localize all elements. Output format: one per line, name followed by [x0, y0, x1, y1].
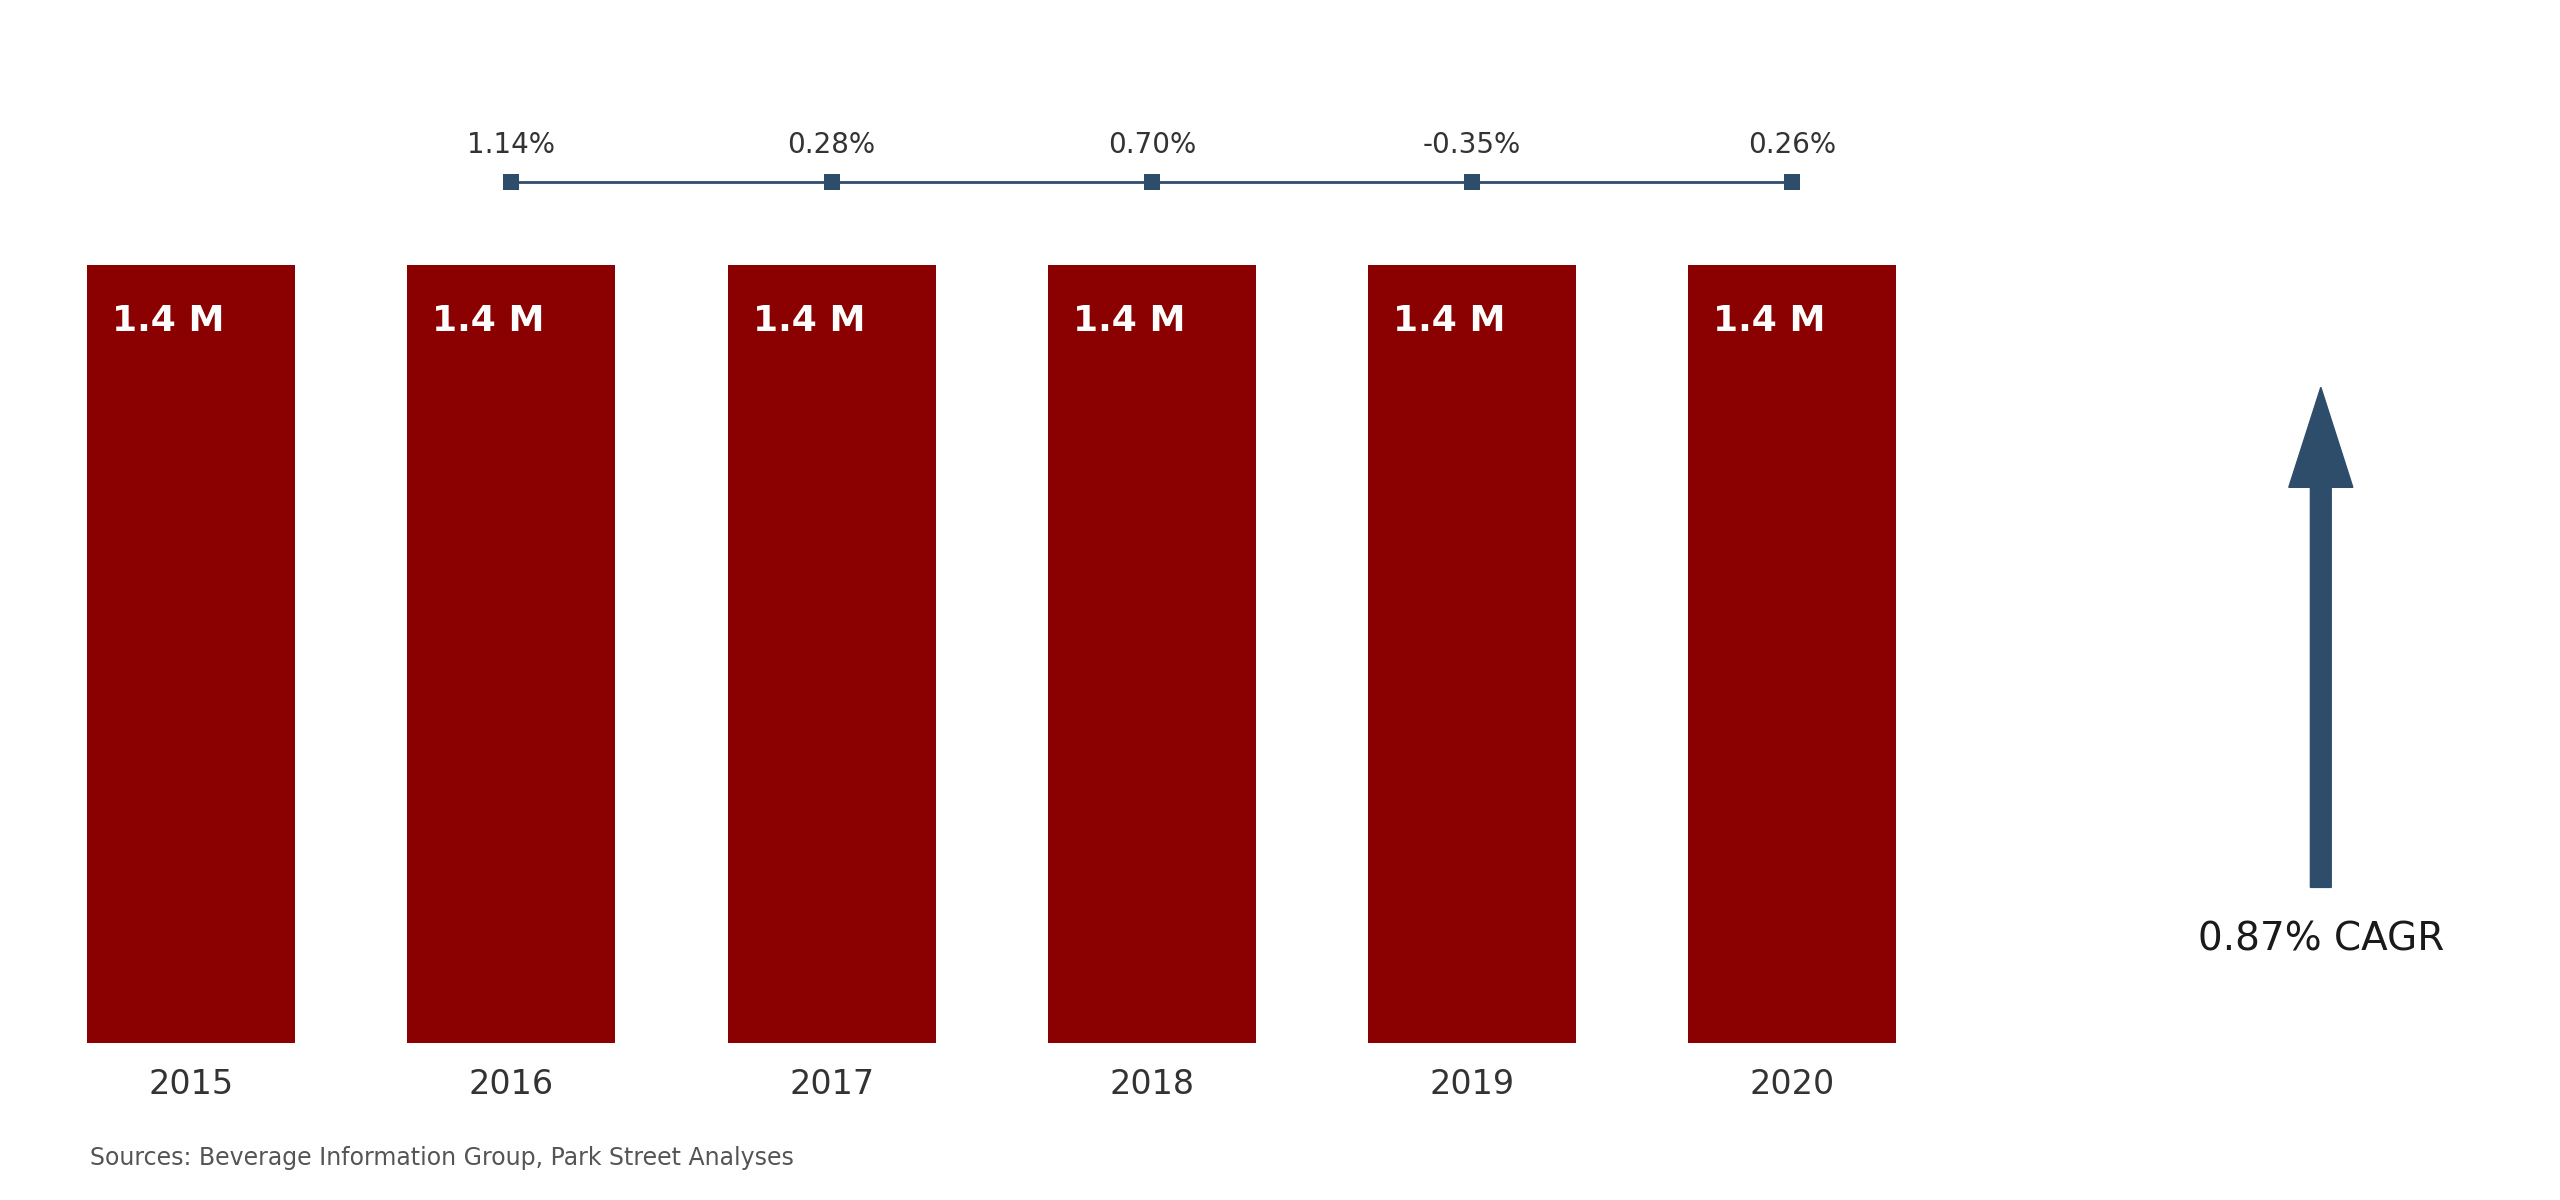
Text: 1.4 M: 1.4 M — [1713, 304, 1825, 338]
Bar — [727, 265, 937, 1043]
Text: 0.70%: 0.70% — [1108, 132, 1196, 160]
Text: 1.4 M: 1.4 M — [113, 304, 225, 338]
Text: 1.4 M: 1.4 M — [753, 304, 865, 338]
Text: 0.87% CAGR: 0.87% CAGR — [2196, 920, 2445, 959]
Bar — [87, 265, 294, 1043]
Text: 1.4 M: 1.4 M — [1393, 304, 1505, 338]
Text: 1.4 M: 1.4 M — [1073, 304, 1185, 338]
Text: 0.28%: 0.28% — [788, 132, 876, 160]
Text: -0.35%: -0.35% — [1423, 132, 1521, 160]
Bar — [1367, 265, 1577, 1043]
Text: 1.14%: 1.14% — [468, 132, 556, 160]
Text: Sources: Beverage Information Group, Park Street Analyses: Sources: Beverage Information Group, Par… — [90, 1146, 794, 1170]
Text: 0.26%: 0.26% — [1748, 132, 1836, 160]
Bar — [1690, 265, 1897, 1043]
FancyArrow shape — [2289, 388, 2353, 888]
Text: 1.4 M: 1.4 M — [433, 304, 545, 338]
Bar — [1047, 265, 1257, 1043]
Bar — [407, 265, 614, 1043]
